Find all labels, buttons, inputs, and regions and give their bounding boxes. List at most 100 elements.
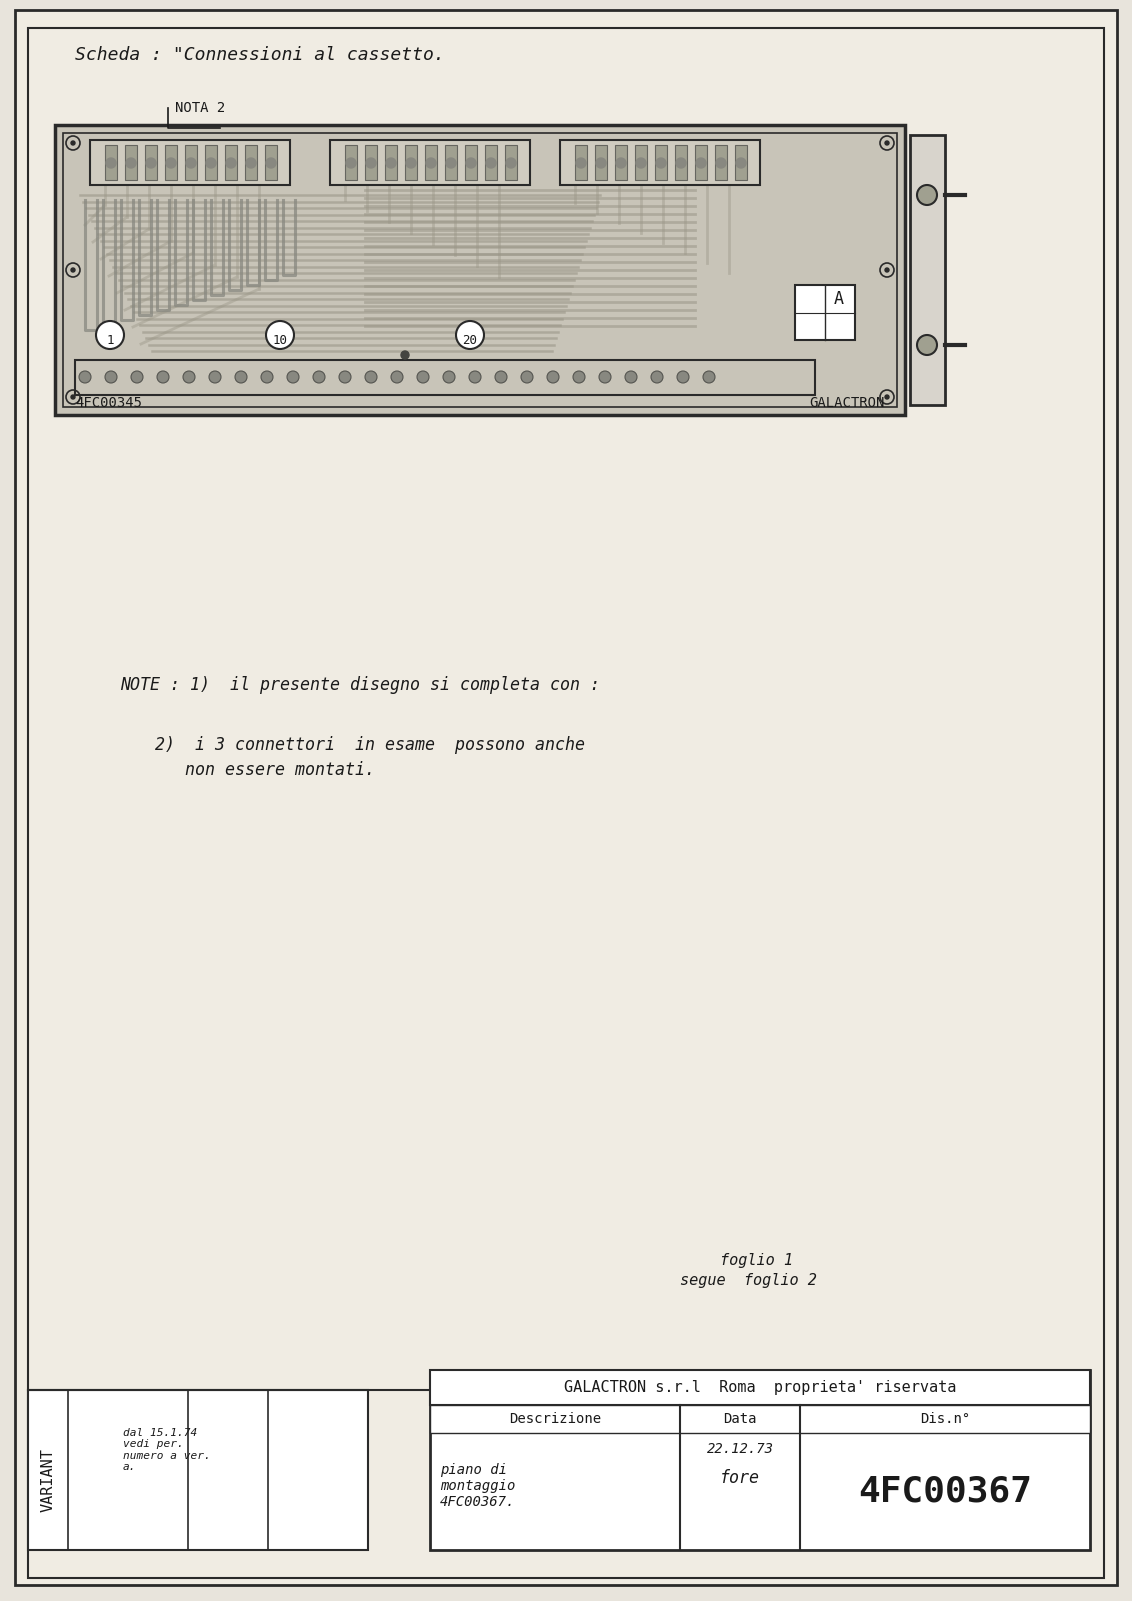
Bar xyxy=(715,146,727,179)
Bar xyxy=(245,146,257,179)
Text: Data: Data xyxy=(723,1412,757,1426)
Circle shape xyxy=(676,158,686,168)
Bar xyxy=(145,146,157,179)
Text: 2)  i 3 connettori  in esame  possono anche: 2) i 3 connettori in esame possono anche xyxy=(155,736,585,754)
Bar xyxy=(675,146,687,179)
Bar xyxy=(505,146,517,179)
Bar xyxy=(430,1370,1090,1406)
Circle shape xyxy=(547,371,559,383)
Circle shape xyxy=(573,371,585,383)
Circle shape xyxy=(209,371,221,383)
Bar xyxy=(205,146,217,179)
Bar xyxy=(385,146,397,179)
Text: foglio 1: foglio 1 xyxy=(720,1254,794,1268)
Circle shape xyxy=(597,158,606,168)
Circle shape xyxy=(261,371,273,383)
Circle shape xyxy=(246,158,256,168)
Circle shape xyxy=(206,158,216,168)
Text: NOTE : 1)  il presente disegno si completa con :: NOTE : 1) il presente disegno si complet… xyxy=(120,676,600,693)
Circle shape xyxy=(391,371,403,383)
Circle shape xyxy=(885,395,889,399)
Bar xyxy=(345,146,357,179)
Text: 4FC00367: 4FC00367 xyxy=(858,1475,1032,1508)
Circle shape xyxy=(495,371,507,383)
Bar xyxy=(430,1370,1090,1550)
Bar xyxy=(595,146,607,179)
Circle shape xyxy=(365,371,377,383)
Bar xyxy=(125,146,137,179)
Text: Descrizione: Descrizione xyxy=(509,1412,601,1426)
Bar xyxy=(331,139,530,186)
Text: non essere montati.: non essere montati. xyxy=(155,760,375,780)
Bar xyxy=(424,146,437,179)
Circle shape xyxy=(636,158,646,168)
Text: dal 15.1.74
vedi per.
numero a ver.
a.: dal 15.1.74 vedi per. numero a ver. a. xyxy=(123,1428,211,1473)
Bar xyxy=(265,146,277,179)
Text: Scheda : "Connessioni al cassetto.: Scheda : "Connessioni al cassetto. xyxy=(75,46,445,64)
Text: GALACTRON s.r.l  Roma  proprieta' riservata: GALACTRON s.r.l Roma proprieta' riservat… xyxy=(564,1380,957,1394)
Bar xyxy=(105,146,117,179)
Circle shape xyxy=(703,371,715,383)
Circle shape xyxy=(71,141,75,146)
Bar xyxy=(910,134,945,405)
Circle shape xyxy=(469,371,481,383)
Circle shape xyxy=(885,267,889,272)
Circle shape xyxy=(426,158,436,168)
Bar xyxy=(365,146,377,179)
Circle shape xyxy=(131,371,143,383)
Text: Dis.n°: Dis.n° xyxy=(920,1412,970,1426)
Circle shape xyxy=(314,371,325,383)
Bar xyxy=(55,125,904,415)
Circle shape xyxy=(917,335,937,355)
Bar xyxy=(795,285,855,339)
Bar xyxy=(225,146,237,179)
Bar xyxy=(75,360,815,395)
Text: 22.12.73: 22.12.73 xyxy=(706,1443,773,1455)
Circle shape xyxy=(651,371,663,383)
Bar xyxy=(405,146,417,179)
Bar xyxy=(575,146,588,179)
Circle shape xyxy=(266,320,294,349)
Text: 20: 20 xyxy=(463,333,478,346)
Bar xyxy=(63,133,897,407)
Circle shape xyxy=(616,158,626,168)
Circle shape xyxy=(386,158,396,168)
Bar xyxy=(635,146,648,179)
Circle shape xyxy=(346,158,355,168)
Circle shape xyxy=(885,141,889,146)
Bar xyxy=(445,146,457,179)
Bar xyxy=(615,146,627,179)
Circle shape xyxy=(266,158,276,168)
Circle shape xyxy=(96,320,125,349)
Text: segue  foglio 2: segue foglio 2 xyxy=(680,1273,817,1287)
Circle shape xyxy=(235,371,247,383)
Circle shape xyxy=(71,395,75,399)
Circle shape xyxy=(406,158,415,168)
Bar xyxy=(165,146,177,179)
Bar xyxy=(695,146,708,179)
Circle shape xyxy=(146,158,156,168)
Circle shape xyxy=(657,158,666,168)
Bar xyxy=(560,139,760,186)
Circle shape xyxy=(443,371,455,383)
Circle shape xyxy=(917,186,937,205)
Circle shape xyxy=(183,371,195,383)
Circle shape xyxy=(417,371,429,383)
Bar xyxy=(91,139,290,186)
Circle shape xyxy=(226,158,235,168)
Circle shape xyxy=(486,158,496,168)
Circle shape xyxy=(466,158,475,168)
Circle shape xyxy=(521,371,533,383)
Bar xyxy=(655,146,667,179)
Text: VARIANT: VARIANT xyxy=(41,1447,55,1511)
Text: 10: 10 xyxy=(273,333,288,346)
Circle shape xyxy=(105,371,117,383)
Circle shape xyxy=(126,158,136,168)
Circle shape xyxy=(401,351,409,359)
Bar xyxy=(430,1406,1090,1433)
Text: GALACTRON: GALACTRON xyxy=(809,395,885,410)
Bar xyxy=(185,146,197,179)
Circle shape xyxy=(71,267,75,272)
Circle shape xyxy=(446,158,456,168)
Circle shape xyxy=(696,158,706,168)
